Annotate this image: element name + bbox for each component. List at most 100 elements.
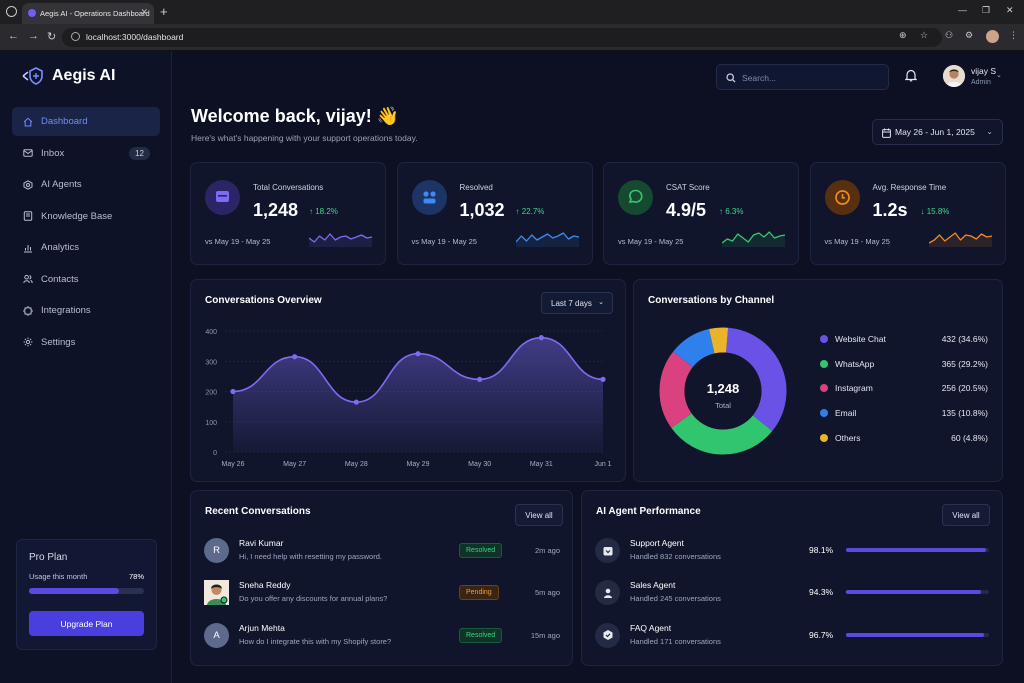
avatar: A (204, 622, 229, 648)
chevron-down-icon: ⌄ (598, 299, 604, 306)
browser-profile-icon[interactable] (6, 6, 17, 17)
message-preview: Do you offer any discounts for annual pl… (239, 594, 388, 604)
donut-slice-others[interactable] (709, 327, 729, 354)
timestamp: 2m ago (534, 546, 560, 555)
stat-delta: ↑ 18.2% (309, 207, 338, 216)
extensions-puzzle-icon[interactable]: ⚙ (965, 30, 974, 40)
data-point[interactable] (477, 376, 483, 382)
donut-slice-instagram[interactable] (659, 351, 694, 428)
agent-avatar (595, 580, 620, 606)
bookmark-star-icon[interactable]: ☆ (920, 30, 929, 40)
x-tick-label: May 28 (345, 461, 368, 468)
agent-percent: 94.3% (809, 587, 834, 598)
sparkline (309, 233, 373, 247)
avatar-initial: R (213, 545, 220, 556)
legend-item[interactable]: Email 135 (10.8%) (820, 407, 988, 421)
donut-total: 1,248 (706, 381, 740, 396)
agent-progress-bar (846, 590, 989, 595)
plan-usage-label: Usage this month (29, 572, 88, 581)
recent-conversations-card: Recent Conversations View all R Ravi Kuma… (190, 490, 573, 666)
sidebar-item-analytics[interactable]: Analytics (12, 233, 160, 262)
calendar-icon (882, 128, 891, 138)
sidebar-item-integrations[interactable]: Integrations (12, 296, 160, 325)
status-badge: Resolved (459, 627, 503, 643)
zoom-icon[interactable]: ⊕ (899, 30, 907, 40)
minimize-icon[interactable]: — (958, 5, 967, 15)
agents-view-all-button[interactable]: View all (942, 504, 990, 526)
legend-dot (820, 409, 828, 418)
contacts-icon-wrap (23, 274, 33, 284)
puzzle-icon (23, 305, 33, 316)
channel-donut-chart (659, 327, 787, 455)
extension-icon[interactable]: ⚇ (945, 30, 954, 40)
data-point[interactable] (230, 388, 236, 395)
data-point[interactable] (292, 354, 298, 360)
donut-slice-whatsapp[interactable] (671, 412, 773, 455)
conversation-row[interactable]: Sneha Reddy Do you offer any discounts fo… (204, 576, 560, 612)
sales-agent-icon (603, 588, 612, 598)
recent-title: Recent Conversations (205, 506, 311, 517)
contact-name: Sneha Reddy (239, 580, 291, 591)
tab-favicon-icon (28, 9, 36, 17)
reload-icon[interactable]: ↻ (47, 31, 57, 43)
close-window-icon[interactable]: ✕ (1006, 5, 1014, 15)
browser-menu-icon[interactable]: ⋮ (1009, 30, 1018, 40)
new-tab-icon[interactable]: + (160, 4, 168, 19)
agent-handled: Handled 832 conversations (630, 552, 721, 561)
sidebar-item-contacts[interactable]: Contacts (12, 265, 160, 294)
chevron-down-icon: ⌄ (986, 127, 993, 136)
conversation-row[interactable]: R Ravi Kumar Hi, I need help with resettin… (204, 534, 560, 570)
stat-value: 1.2s (872, 200, 908, 220)
donut-slice-website-chat[interactable] (725, 327, 787, 432)
plan-usage-value: 78% (128, 572, 144, 581)
legend-name: Email (835, 408, 857, 419)
agent-progress-fill (846, 590, 981, 595)
tab-close-icon[interactable]: ✕ (140, 7, 148, 17)
legend-item[interactable]: Website Chat 432 (34.6%) (820, 333, 988, 347)
site-info-icon[interactable] (71, 32, 80, 41)
url-input[interactable]: localhost:3000/dashboard (62, 28, 942, 47)
sidebar-item-settings[interactable]: Settings (12, 328, 160, 357)
sidebar-item-inbox[interactable]: Inbox 12 (12, 139, 160, 168)
browser-tab[interactable]: Aegis AI - Operations Dashboard ✕ (22, 3, 154, 24)
sparkline (928, 232, 992, 247)
plan-usage-bar (29, 588, 144, 594)
sidebar-item-dashboard[interactable]: Dashboard (12, 107, 160, 136)
maximize-icon[interactable]: ❐ (982, 5, 991, 15)
sidebar-item-knowledge-base[interactable]: Knowledge Base (12, 202, 160, 231)
data-point[interactable] (600, 376, 606, 382)
notification-bell-icon[interactable] (905, 69, 917, 82)
timestamp: 5m ago (534, 588, 560, 598)
conversation-row[interactable]: A Arjun Mehta How do I integrate this with… (204, 619, 560, 655)
agent-row[interactable]: Sales Agent Handled 245 conversations 94.3… (595, 576, 989, 612)
sidebar-item-label: Knowledge Base (41, 210, 113, 222)
url-text: localhost:3000/dashboard (86, 32, 184, 42)
overview-range-select[interactable]: Last 7 days ⌄ (541, 292, 613, 314)
brand-logo[interactable]: Aegis AI (22, 67, 115, 85)
forward-icon[interactable]: → (28, 30, 39, 42)
avatar-initial: A (213, 629, 220, 641)
legend-item[interactable]: Others 60 (4.8%) (820, 432, 988, 446)
channel-title: Conversations by Channel (648, 295, 775, 306)
data-point[interactable] (538, 335, 544, 341)
agent-name: FAQ Agent (630, 622, 672, 633)
recent-view-all-button[interactable]: View all (515, 504, 563, 526)
legend-item[interactable]: Instagram 256 (20.5%) (820, 382, 988, 396)
data-point[interactable] (415, 351, 421, 357)
browser-avatar[interactable] (986, 30, 999, 43)
sidebar-item-ai-agents[interactable]: AI Agents (12, 170, 160, 199)
clock-icon (834, 190, 850, 205)
agent-row[interactable]: FAQ Agent Handled 171 conversations 96.7% (595, 619, 989, 655)
date-range-picker[interactable]: May 26 - Jun 1, 2025 ⌄ (872, 119, 1003, 145)
message-preview: How do I integrate this with my Shopify … (239, 636, 392, 646)
upgrade-plan-button[interactable]: Upgrade Plan (29, 611, 144, 636)
inbox-icon (23, 149, 33, 157)
page-subtitle: Here's what's happening with your suppor… (191, 133, 418, 143)
legend-item[interactable]: WhatsApp 365 (29.2%) (820, 358, 988, 372)
agent-row[interactable]: Support Agent Handled 832 conversations 98… (595, 534, 989, 570)
back-icon[interactable]: ← (8, 30, 19, 42)
data-point[interactable] (353, 399, 359, 405)
donut-slice-email[interactable] (673, 329, 716, 368)
avatar (204, 580, 229, 606)
search-input[interactable]: Search... (716, 64, 889, 90)
